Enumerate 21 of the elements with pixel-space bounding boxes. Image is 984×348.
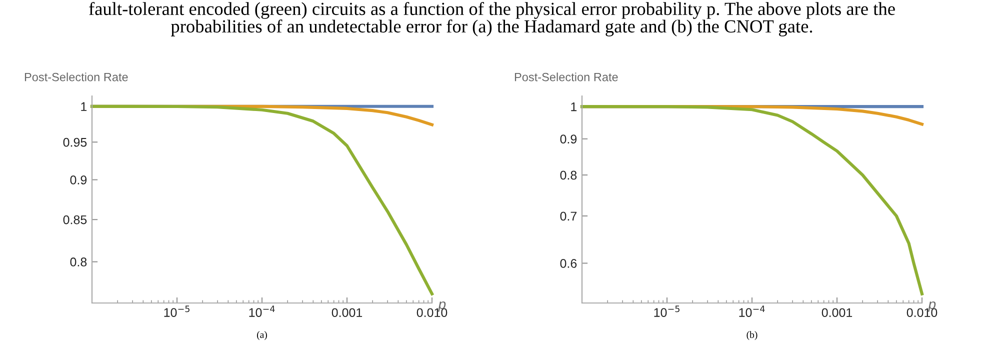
x-tick-label: 0.001: [332, 308, 362, 318]
y-axis-title: Post-Selection Rate: [24, 72, 128, 82]
y-tick-label: 0.6: [560, 259, 577, 268]
x-tick-label: 10$^{−4}$: [249, 306, 275, 317]
y-tick-label: 0.95: [63, 138, 87, 147]
text: (a): [257, 331, 267, 340]
y-tick-label: 1: [81, 102, 87, 111]
y-tick-label: 0.9: [560, 134, 577, 144]
x-tick-label: 0.001: [822, 308, 852, 318]
y-tick-label: 0.7: [560, 212, 577, 221]
text: fault-tolerant encoded (green) circuits as a function of the physical error probability p. The above plots are the probabilities of an undetectable error for (a) the Hadamard gate and (b) the CNOT gate.: [89, 2, 895, 36]
y-axis-title: Post-Selection Rate: [514, 72, 618, 82]
x-tick-label: 10$^{−4}$: [739, 306, 765, 317]
x-tick-label: 10$^{−5}$: [164, 306, 190, 317]
y-tick-label: 1: [571, 102, 577, 112]
text: (b): [746, 331, 758, 340]
y-tick-label: 0.85: [63, 215, 87, 224]
y-tick-label: 0.8: [70, 258, 87, 266]
y-tick-label: 0.8: [560, 170, 577, 180]
y-tick-label: 0.9: [70, 176, 87, 184]
x-tick-label: 10$^{−5}$: [654, 306, 680, 317]
